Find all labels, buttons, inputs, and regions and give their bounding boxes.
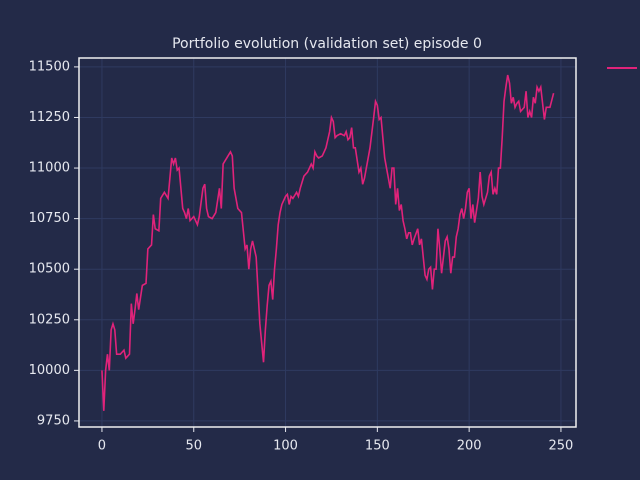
y-tick-label: 10250 [29, 312, 70, 327]
y-tick-label: 11500 [29, 59, 70, 74]
plot-frame [78, 57, 577, 428]
y-tick-label: 11250 [29, 110, 70, 125]
y-tick-label: 10750 [29, 211, 70, 226]
x-tick-label: 150 [365, 439, 390, 454]
x-tick-label: 250 [549, 439, 574, 454]
chart-title: Portfolio evolution (validation set) epi… [172, 36, 482, 52]
y-tick-label: 10500 [29, 262, 70, 277]
series-line [101, 74, 555, 411]
y-tick-label: 9750 [37, 413, 70, 428]
x-tick-label: 0 [98, 439, 106, 454]
y-tick-label: 11000 [29, 161, 70, 176]
y-tick-label: 10000 [29, 363, 70, 378]
x-tick-label: 50 [185, 439, 202, 454]
x-tick-label: 100 [273, 439, 298, 454]
x-tick-label: 200 [457, 439, 482, 454]
